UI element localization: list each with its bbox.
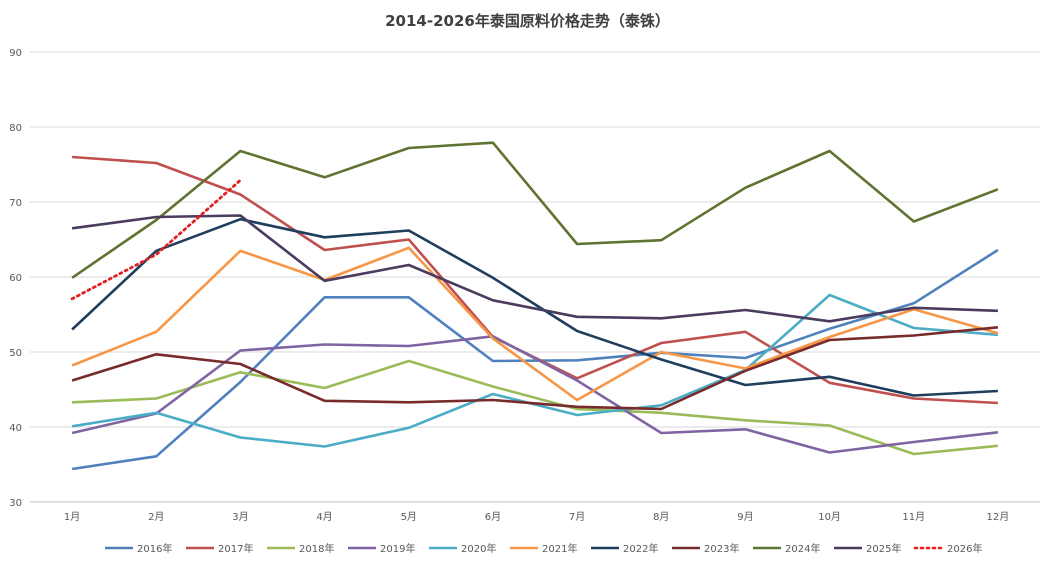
- legend-label: 2023年: [704, 542, 739, 555]
- y-tick-label: 30: [9, 498, 22, 509]
- series-line: [71, 326, 999, 411]
- y-tick-label: 60: [9, 273, 22, 284]
- legend-label: 2021年: [542, 542, 577, 555]
- x-tick-label: 11月: [902, 511, 925, 523]
- legend-label: 2018年: [299, 542, 334, 555]
- x-tick-label: 8月: [653, 511, 669, 523]
- x-tick-label: 1月: [64, 511, 80, 523]
- x-tick-label: 9月: [737, 511, 753, 523]
- series-lines: [70, 141, 999, 471]
- y-tick-label: 40: [9, 423, 22, 434]
- x-tick-label: 5月: [401, 511, 417, 523]
- legend-label: 2026年: [947, 542, 982, 555]
- legend-label: 2016年: [137, 542, 172, 555]
- chart-title: 2014-2026年泰国原料价格走势（泰铢）: [385, 12, 670, 30]
- legend-label: 2025年: [866, 542, 901, 555]
- legend-label: 2017年: [218, 542, 253, 555]
- y-tick-label: 70: [9, 198, 22, 209]
- x-tick-label: 4月: [316, 511, 332, 523]
- series-line: [71, 334, 999, 454]
- legend: 2016年 2017年 2018年 2019年 2020年 2021年 2022年 2023年…: [105, 542, 982, 555]
- legend-label: 2022年: [623, 542, 658, 555]
- x-tick-label: 12月: [987, 511, 1010, 523]
- x-tick-label: 7月: [569, 511, 585, 523]
- legend-label: 2024年: [785, 542, 820, 555]
- series-line: [72, 359, 999, 456]
- y-tick-label: 50: [9, 348, 22, 359]
- series-line: [71, 141, 999, 279]
- legend-label: 2020年: [461, 542, 496, 555]
- series-line: [71, 217, 998, 397]
- axes: 30 40 50 60 70 80 90 1月 2月 3月 4月 5月 6月 7月 8月 9月 10月 11月 12…: [9, 48, 1040, 523]
- series-line: [70, 178, 242, 301]
- series-line: [71, 246, 999, 402]
- x-tick-label: 3月: [232, 511, 248, 523]
- x-tick-label: 2月: [148, 511, 164, 523]
- series-line: [71, 248, 999, 471]
- x-tick-label: 6月: [485, 511, 501, 523]
- series-line: [71, 214, 998, 323]
- legend-label: 2019年: [380, 542, 415, 555]
- x-tick-label: 10月: [818, 511, 841, 523]
- y-tick-label: 80: [9, 123, 22, 134]
- y-tick-label: 90: [9, 48, 22, 59]
